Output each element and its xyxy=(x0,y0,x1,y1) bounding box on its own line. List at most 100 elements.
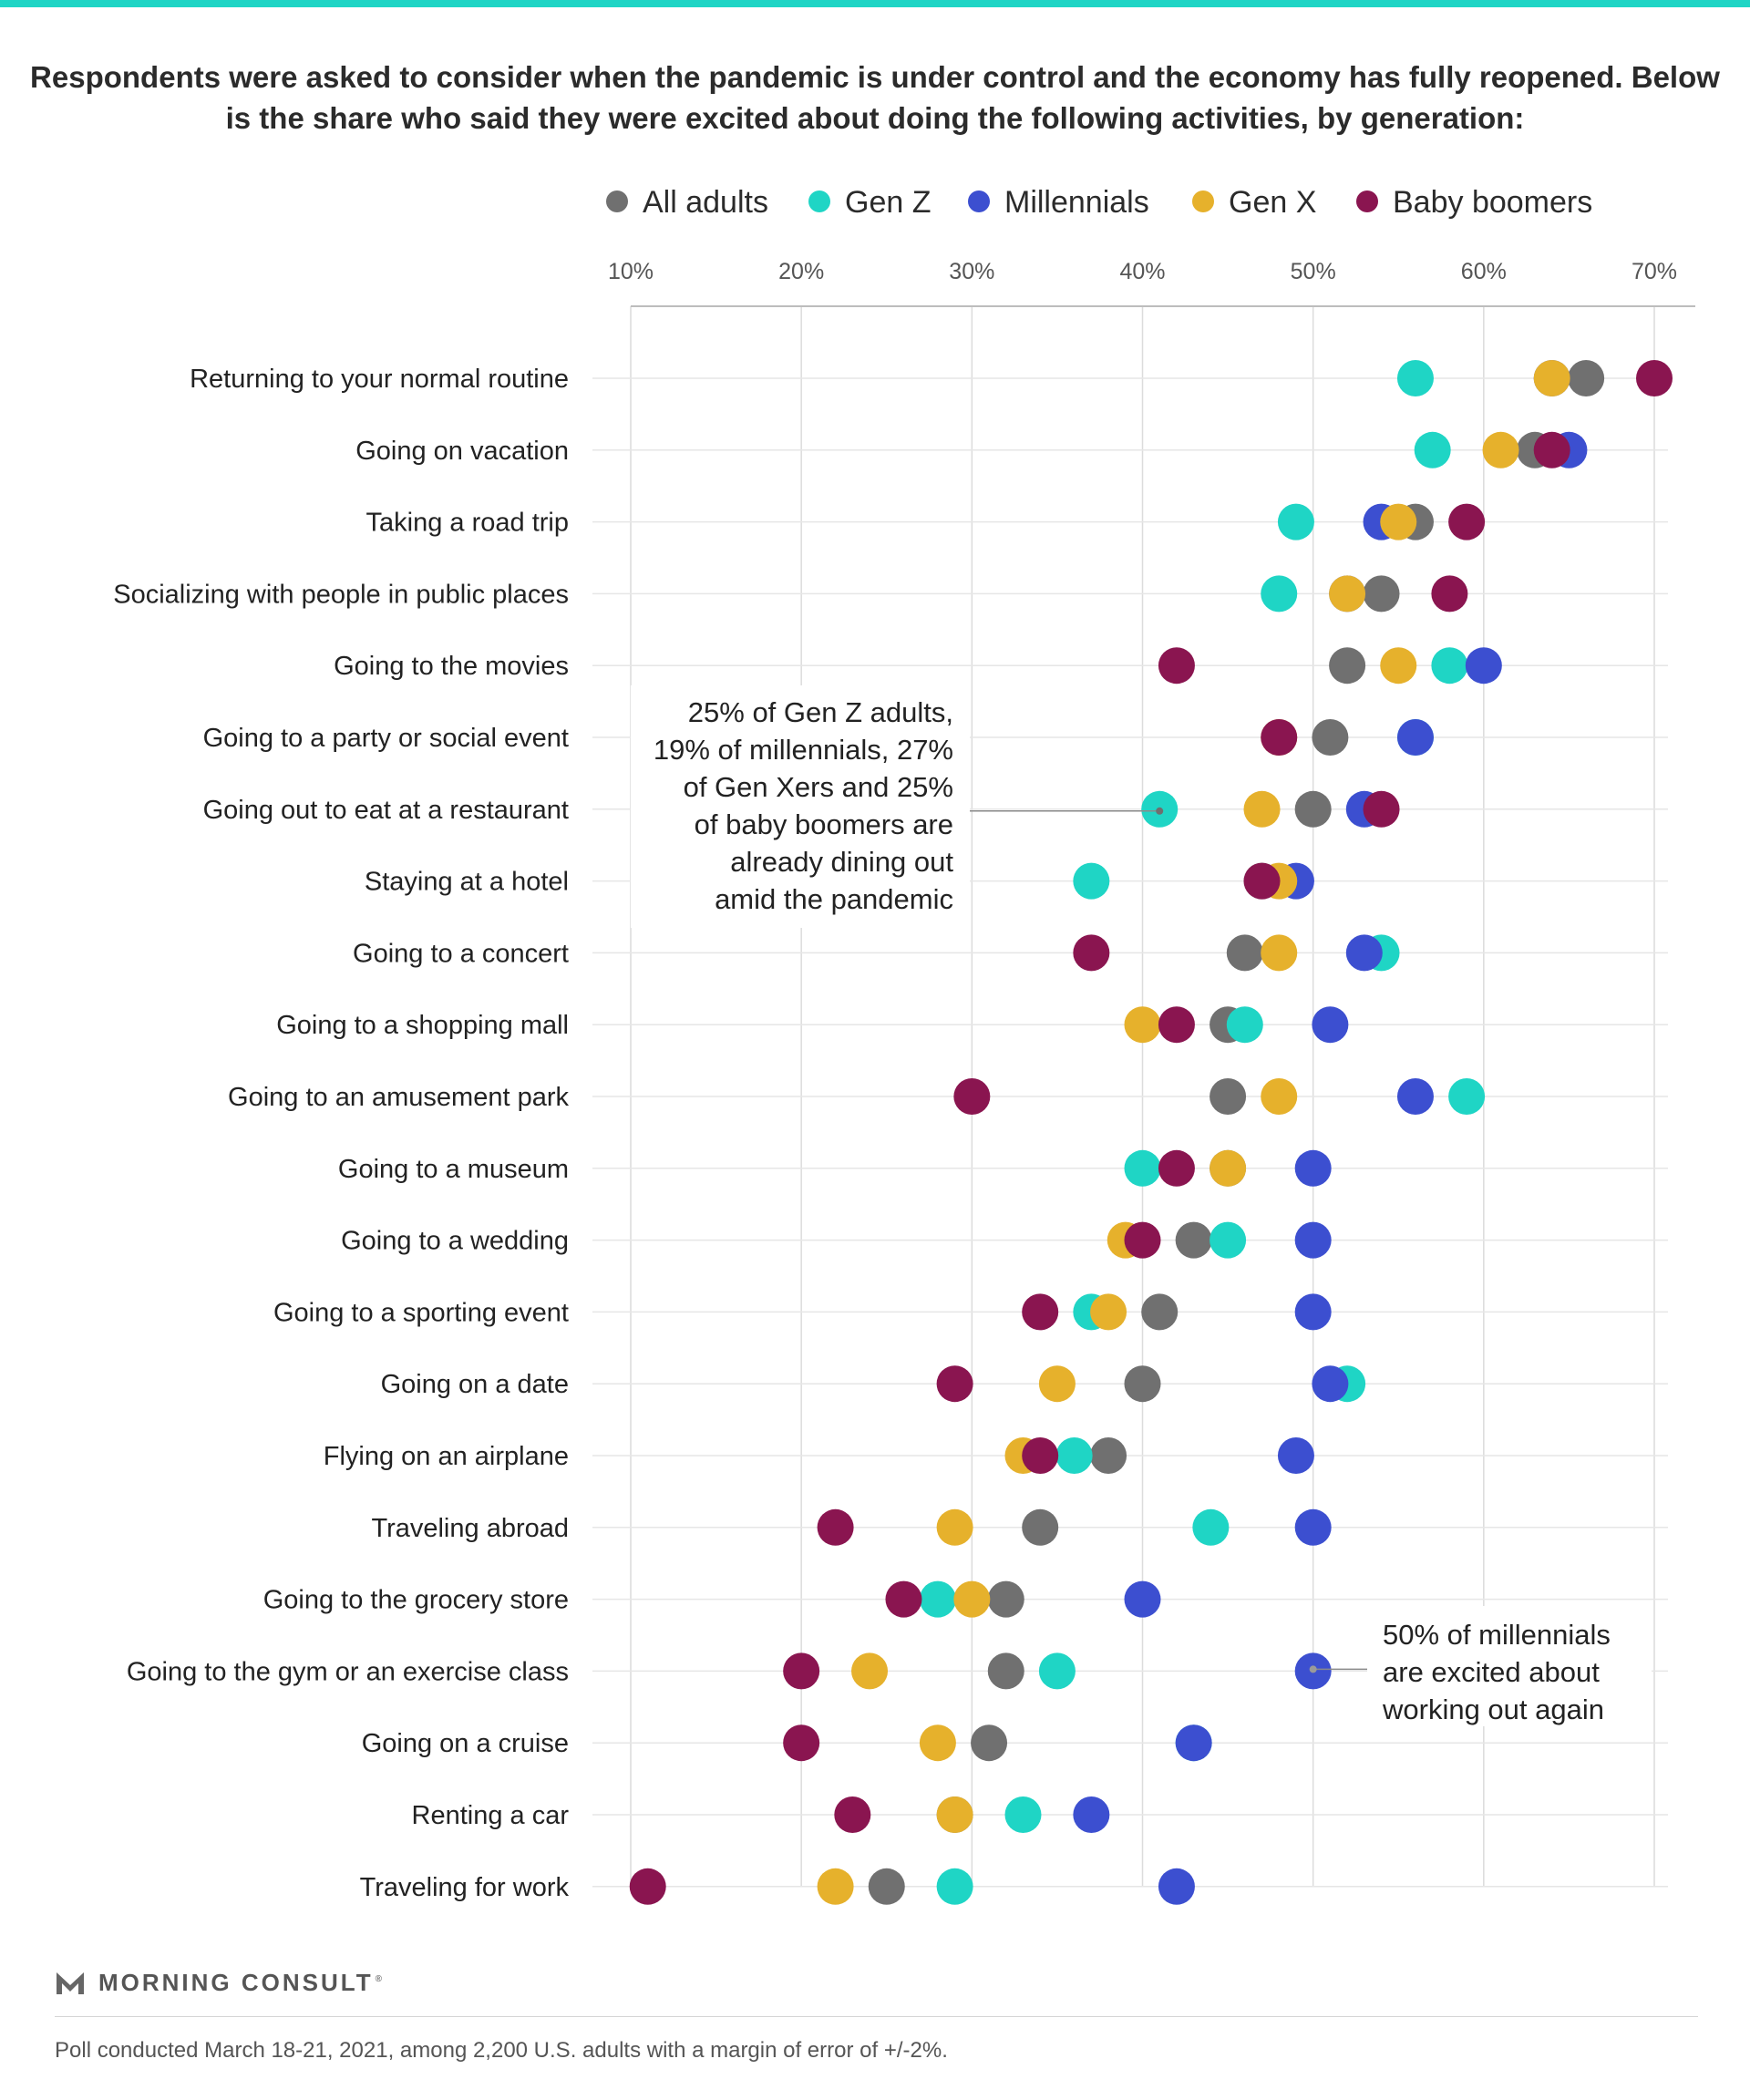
data-point xyxy=(817,1508,854,1546)
category-label: Socializing with people in public places xyxy=(113,580,569,609)
category-label: Going to the movies xyxy=(334,652,569,681)
x-tick-label: 20% xyxy=(778,259,824,284)
category-label: Going to a shopping mall xyxy=(276,1011,569,1040)
data-point xyxy=(1277,503,1314,540)
annotation-box xyxy=(1367,1606,1652,1726)
data-point xyxy=(1448,503,1486,540)
data-point xyxy=(1380,503,1417,540)
data-point xyxy=(1175,1724,1212,1762)
legend: All adults Gen Z Millennials Gen X Baby boom… xyxy=(606,185,1592,220)
legend-label: Gen Z xyxy=(845,185,931,220)
x-tick-label: 70% xyxy=(1632,259,1677,284)
data-point xyxy=(919,1580,956,1618)
data-point xyxy=(953,1078,991,1115)
category-label: Flying on an airplane xyxy=(324,1442,569,1471)
data-point xyxy=(1431,575,1468,612)
data-point xyxy=(1158,1149,1195,1187)
data-point xyxy=(936,1365,973,1403)
data-point xyxy=(1294,790,1332,828)
data-point xyxy=(1055,1437,1093,1474)
data-point xyxy=(1312,1365,1349,1403)
annotation-gym: 50% of millennials are excited about worki… xyxy=(1309,1606,1652,1726)
legend-marker xyxy=(808,190,830,212)
legend-marker xyxy=(968,190,990,212)
data-point xyxy=(1363,575,1400,612)
data-point xyxy=(1312,1006,1349,1044)
data-point xyxy=(1294,1221,1332,1259)
data-point xyxy=(1022,1293,1059,1331)
annotation-dining: 25% of Gen Z adults, 19% of millennials, … xyxy=(654,696,1164,915)
data-point xyxy=(783,1724,820,1762)
data-point xyxy=(1636,360,1673,396)
data-point xyxy=(1329,575,1366,612)
category-rows: Returning to your normal routine Going on… xyxy=(113,365,1668,1902)
data-point xyxy=(1261,934,1298,972)
legend-marker xyxy=(1192,190,1214,212)
brand-name: MORNING CONSULT ® xyxy=(98,1968,385,1996)
data-point xyxy=(851,1652,889,1690)
data-point xyxy=(987,1580,1024,1618)
category-label: Going to a wedding xyxy=(341,1227,569,1256)
data-point xyxy=(1022,1508,1059,1546)
data-point xyxy=(936,1508,973,1546)
legend-label: All adults xyxy=(643,185,768,220)
data-point xyxy=(1294,1293,1332,1331)
data-point xyxy=(1448,1078,1486,1115)
annotation-box xyxy=(631,685,970,928)
data-point xyxy=(1073,934,1110,972)
data-point xyxy=(1175,1221,1212,1259)
x-tick-label: 60% xyxy=(1461,259,1507,284)
data-point xyxy=(1243,862,1281,900)
data-point xyxy=(1261,575,1298,612)
data-point xyxy=(1004,1796,1042,1833)
annotation-pointer xyxy=(1309,1665,1317,1673)
data-point xyxy=(1090,1293,1127,1331)
x-tick-label: 50% xyxy=(1291,259,1336,284)
category-label: Going to a party or social event xyxy=(203,724,569,753)
data-point xyxy=(1363,790,1400,828)
data-point xyxy=(1038,1365,1076,1403)
data-point xyxy=(868,1868,905,1905)
annotation-text: 50% of millennials xyxy=(1383,1619,1611,1651)
chart-title: Respondents were asked to consider when … xyxy=(30,60,1720,135)
annotation-text: working out again xyxy=(1382,1693,1604,1725)
data-point xyxy=(1210,1221,1247,1259)
data-point xyxy=(953,1580,991,1618)
data-point xyxy=(1294,1149,1332,1187)
data-point xyxy=(1073,1796,1110,1833)
x-tick-label: 10% xyxy=(608,259,654,284)
data-point xyxy=(1396,1078,1434,1115)
data-point xyxy=(1431,647,1468,685)
category-label: Going on a date xyxy=(381,1370,569,1399)
data-point xyxy=(1533,360,1570,396)
category-label: Going to a sporting event xyxy=(273,1298,569,1327)
data-point xyxy=(1022,1437,1059,1474)
annotation-pointer xyxy=(1156,807,1164,815)
annotation-text: 19% of millennials, 27% xyxy=(654,734,953,766)
category-label: Going to the gym or an exercise class xyxy=(127,1657,569,1686)
category-label: Renting a car xyxy=(412,1801,570,1830)
data-point xyxy=(1124,1221,1161,1259)
category-label: Going to the grocery store xyxy=(263,1586,569,1615)
category-label: Going to an amusement park xyxy=(228,1083,569,1112)
data-point xyxy=(1124,1006,1161,1044)
data-point xyxy=(1312,719,1349,756)
category-label: Returning to your normal routine xyxy=(190,365,569,394)
data-point xyxy=(1226,1006,1263,1044)
legend-label: Baby boomers xyxy=(1393,185,1592,220)
data-point xyxy=(1192,1508,1230,1546)
annotation-text: amid the pandemic xyxy=(715,883,953,915)
data-point xyxy=(1465,647,1502,685)
annotation-text: of baby boomers are xyxy=(695,808,953,840)
category-label: Going to a concert xyxy=(353,939,569,968)
data-point xyxy=(919,1724,956,1762)
category-label: Staying at a hotel xyxy=(365,868,569,897)
footer-divider xyxy=(55,2016,1698,2017)
legend-marker xyxy=(1356,190,1378,212)
top-accent-bar xyxy=(0,0,1750,7)
data-point xyxy=(1329,647,1366,685)
data-point xyxy=(1124,1580,1161,1618)
data-point xyxy=(1345,934,1383,972)
data-point xyxy=(885,1580,922,1618)
category-label: Going out to eat at a restaurant xyxy=(203,796,569,825)
